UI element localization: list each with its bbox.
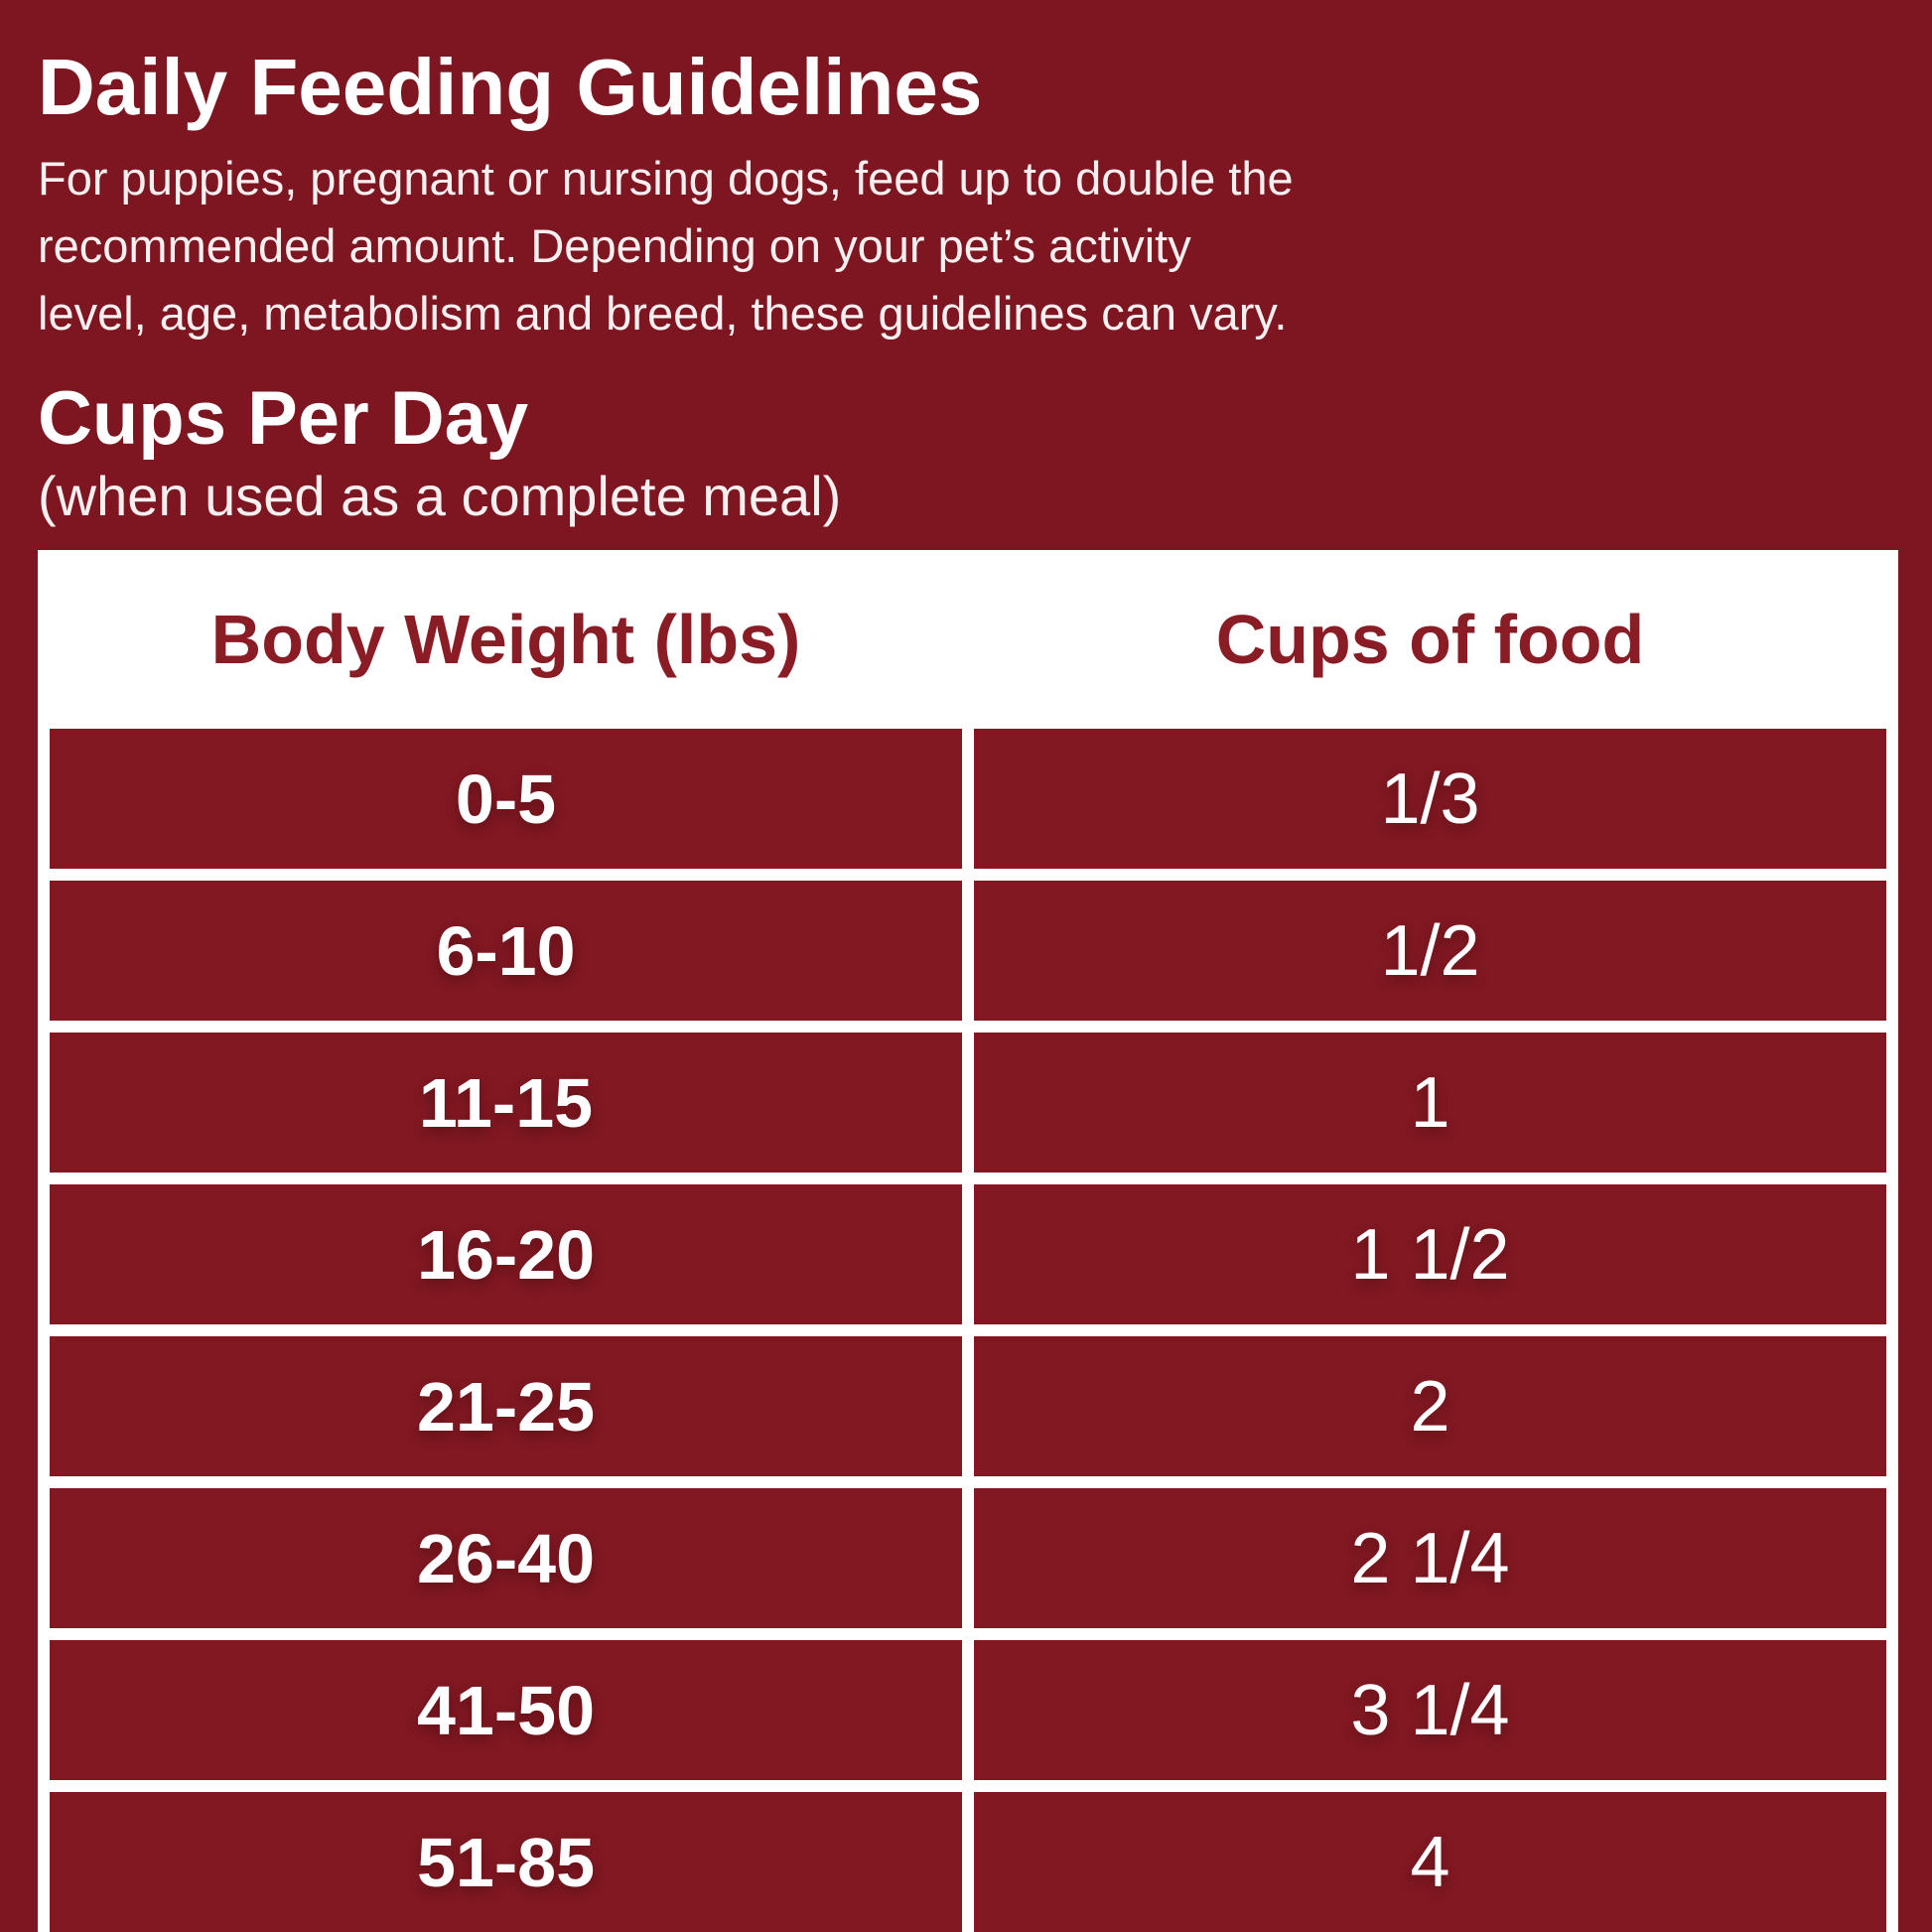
cups-of-food-cell: 4 xyxy=(974,1792,1886,1932)
body-weight-cell: 51-85 xyxy=(50,1792,962,1932)
table-row: 21-25 2 xyxy=(50,1336,1886,1476)
column-header-body-weight: Body Weight (lbs) xyxy=(50,550,962,729)
column-header-cups-of-food: Cups of food xyxy=(974,550,1886,729)
cups-of-food-cell: 1/2 xyxy=(974,881,1886,1021)
cups-of-food-cell: 2 1/4 xyxy=(974,1488,1886,1628)
body-weight-cell: 11-15 xyxy=(50,1033,962,1173)
body-weight-cell: 16-20 xyxy=(50,1184,962,1324)
cups-of-food-cell: 1 xyxy=(974,1033,1886,1173)
cups-of-food-cell: 3 1/4 xyxy=(974,1640,1886,1780)
feeding-table: Body Weight (lbs) Cups of food 0-5 1/3 6… xyxy=(38,550,1898,1932)
table-row: 16-20 1 1/2 xyxy=(50,1184,1886,1324)
intro-paragraph-line: level, age, metabolism and breed, these … xyxy=(38,287,1288,340)
section-heading-cups-per-day: Cups Per Day xyxy=(38,376,529,461)
section-subheading-note: (when used as a complete meal) xyxy=(38,465,842,527)
page-title: Daily Feeding Guidelines xyxy=(38,43,983,131)
body-weight-cell: 6-10 xyxy=(50,881,962,1021)
intro-paragraph: For puppies, pregnant or nursing dogs, f… xyxy=(38,145,1898,347)
body-weight-cell: 26-40 xyxy=(50,1488,962,1628)
table-row: 51-85 4 xyxy=(50,1792,1886,1932)
body-weight-cell: 41-50 xyxy=(50,1640,962,1780)
cups-of-food-cell: 1 1/2 xyxy=(974,1184,1886,1324)
table-row: 6-10 1/2 xyxy=(50,881,1886,1021)
table-row: 41-50 3 1/4 xyxy=(50,1640,1886,1780)
intro-paragraph-line: For puppies, pregnant or nursing dogs, f… xyxy=(38,152,1294,205)
body-weight-cell: 21-25 xyxy=(50,1336,962,1476)
feeding-table-body: 0-5 1/3 6-10 1/2 11-15 1 16-20 xyxy=(50,729,1886,1932)
cups-of-food-cell: 2 xyxy=(974,1336,1886,1476)
intro-paragraph-line: recommended amount. Depending on your pe… xyxy=(38,219,1191,272)
table-row: 26-40 2 1/4 xyxy=(50,1488,1886,1628)
table-row: 11-15 1 xyxy=(50,1033,1886,1173)
body-weight-cell: 0-5 xyxy=(50,729,962,869)
feeding-table-header-row: Body Weight (lbs) Cups of food xyxy=(50,550,1886,729)
table-row: 0-5 1/3 xyxy=(50,729,1886,869)
cups-of-food-cell: 1/3 xyxy=(974,729,1886,869)
